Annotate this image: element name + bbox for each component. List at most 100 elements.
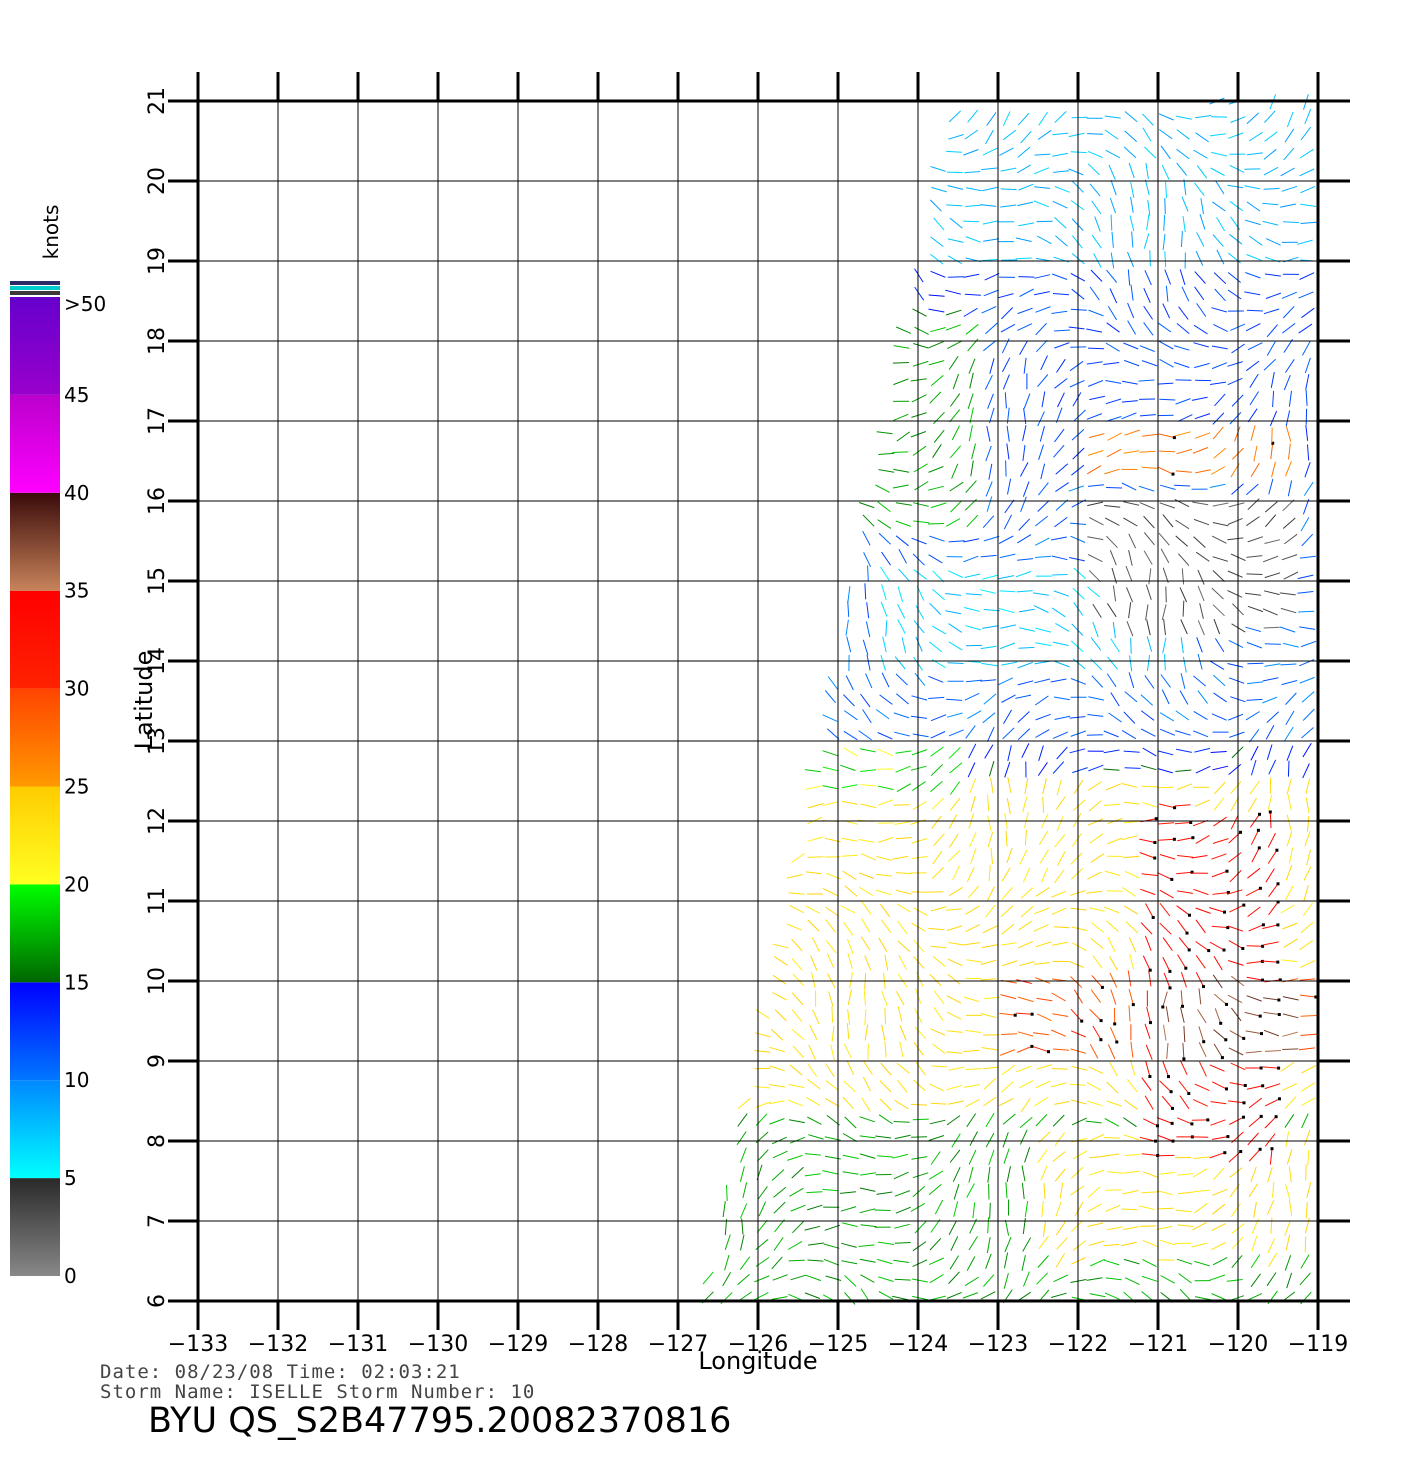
wind-vector: [885, 620, 888, 637]
wind-vector: [1128, 162, 1135, 179]
wind-vector: [1191, 396, 1208, 401]
wind-vector: [1051, 992, 1066, 1002]
wind-vector: [1227, 537, 1244, 541]
wind-vector: [787, 1240, 803, 1250]
wind-vector: [1246, 254, 1262, 261]
wind-vector: [878, 469, 895, 473]
wind-vector: [1301, 307, 1315, 319]
wind-vector: [1267, 794, 1273, 811]
wind-vector: [773, 1186, 787, 1198]
wind-vector: [858, 839, 875, 843]
wind-vector: [932, 444, 942, 458]
wind-vector: [1177, 1173, 1194, 1176]
rain-flag-marker: [1223, 1151, 1227, 1155]
wind-vector: [998, 608, 1015, 614]
wind-vector: [895, 889, 912, 895]
wind-vector: [1261, 960, 1278, 963]
wind-vector: [1229, 200, 1244, 212]
wind-vector: [1193, 149, 1208, 159]
wind-vector: [1144, 270, 1152, 286]
wind-vector: [1092, 621, 1099, 638]
wind-vector: [1090, 269, 1103, 282]
wind-vector: [739, 1256, 751, 1270]
wind-vector: [949, 445, 962, 459]
wind-vector: [1271, 461, 1276, 478]
wind-vector: [1195, 907, 1211, 914]
wind-vector: [1121, 835, 1138, 841]
wind-vector: [898, 548, 907, 564]
wind-vector: [876, 856, 893, 861]
wind-vector: [1268, 883, 1279, 897]
wind-vector: [1214, 393, 1226, 407]
wind-vector: [1054, 428, 1065, 443]
wind-vector: [877, 1155, 894, 1158]
wind-vector: [1056, 1237, 1068, 1250]
y-tick-label: 16: [145, 487, 170, 515]
wind-vector: [965, 924, 981, 933]
wind-vector: [1301, 1097, 1316, 1107]
wind-vector: [1227, 994, 1243, 1004]
wind-vector: [928, 308, 945, 313]
wind-vector: [946, 1051, 963, 1054]
rain-flag-marker: [1258, 886, 1262, 890]
x-tick-label: −122: [1048, 1332, 1108, 1357]
y-tick-label: 13: [145, 727, 170, 755]
wind-vector: [946, 1291, 962, 1299]
wind-vector: [1245, 219, 1261, 226]
wind-vector: [1227, 663, 1244, 668]
wind-vector: [1041, 391, 1046, 408]
wind-vector: [1284, 533, 1298, 545]
wind-vector: [1017, 558, 1034, 561]
x-tick-label: −126: [728, 1332, 788, 1357]
wind-vector: [1248, 1183, 1259, 1198]
wind-vector: [1050, 1082, 1067, 1088]
wind-vector: [1021, 743, 1030, 758]
wind-vector: [948, 623, 963, 633]
wind-vector: [930, 236, 944, 247]
wind-vector: [1037, 1149, 1048, 1164]
wind-vector: [1228, 502, 1245, 508]
rain-flag-marker: [1172, 837, 1176, 841]
wind-vector: [1159, 728, 1176, 736]
wind-vector: [1161, 604, 1167, 621]
wind-vector: [1105, 1189, 1122, 1191]
wind-vector: [1159, 1080, 1172, 1093]
wind-vector: [1228, 764, 1242, 775]
wind-vector: [1087, 347, 1105, 350]
colorbar-unit-label: knots: [39, 205, 63, 260]
wind-vector: [1165, 285, 1169, 302]
wind-vector: [988, 760, 995, 777]
wind-vector: [1284, 1114, 1295, 1128]
plot-border: [196, 99, 1320, 1303]
wind-vector: [864, 1009, 867, 1026]
wind-vector: [792, 1045, 805, 1058]
wind-vector: [846, 1060, 855, 1076]
wind-vector: [1285, 710, 1295, 726]
wind-vector: [948, 886, 963, 897]
wind-vector: [987, 815, 992, 832]
wind-vector: [1246, 152, 1263, 156]
wind-vector: [1089, 183, 1101, 197]
wind-vector: [1072, 799, 1086, 811]
wind-vector: [1127, 269, 1131, 286]
wind-vector: [1210, 1101, 1227, 1105]
wind-vector: [1112, 622, 1116, 639]
wind-vector: [932, 570, 945, 583]
rain-flag-marker: [1239, 830, 1242, 834]
wind-vector: [1020, 496, 1027, 512]
rain-flag-marker: [1276, 900, 1280, 904]
wind-vector: [1018, 183, 1034, 191]
wind-vector: [949, 797, 961, 811]
wind-vector: [1265, 868, 1275, 883]
wind-vector: [1022, 444, 1026, 461]
wind-vector: [911, 394, 927, 403]
wind-vector: [1142, 113, 1154, 126]
wind-vector: [1195, 250, 1204, 266]
wind-vector: [1072, 658, 1086, 670]
wind-vector: [724, 1234, 731, 1250]
wind-vector: [1070, 852, 1083, 865]
wind-vector: [893, 413, 909, 421]
wind-vector: [1176, 1258, 1193, 1265]
wind-vector: [1001, 886, 1013, 900]
wind-vector: [1042, 1220, 1047, 1237]
